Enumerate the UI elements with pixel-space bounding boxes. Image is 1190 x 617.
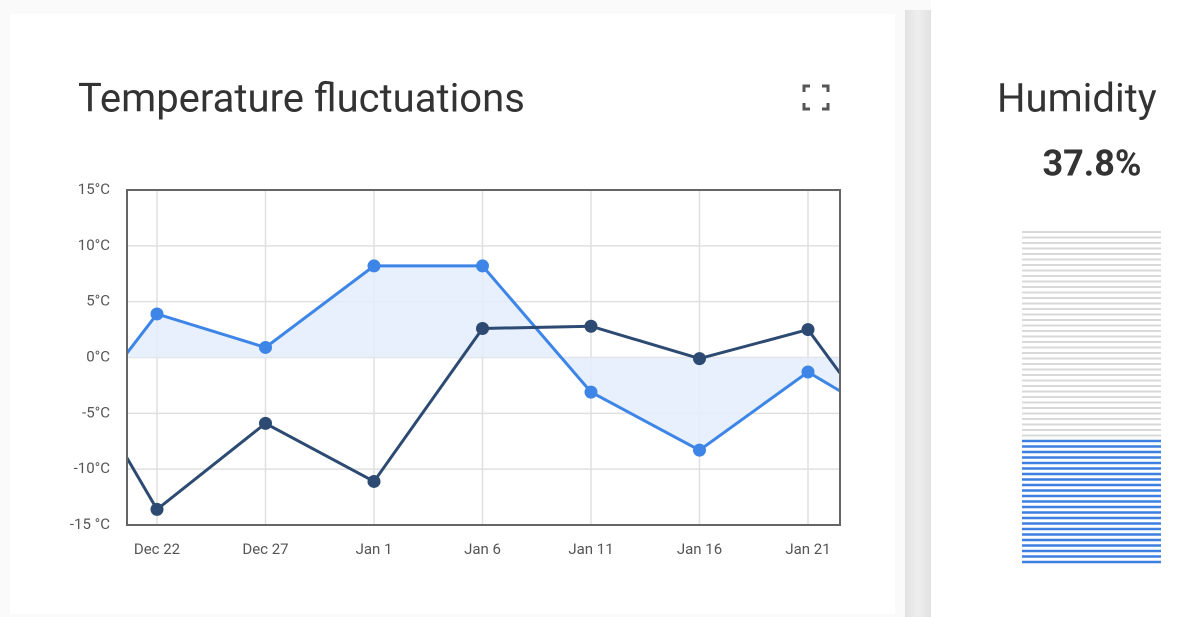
gauge-track <box>1022 231 1161 437</box>
point <box>801 323 815 337</box>
x-tick-label: Jan 21 <box>785 540 830 558</box>
y-tick-label: 5°C <box>86 292 110 310</box>
y-tick-label: -10°C <box>74 459 111 477</box>
point <box>476 321 489 335</box>
y-tick-label: -15 °C <box>70 515 110 533</box>
expand-icon[interactable] <box>802 84 830 111</box>
point <box>367 474 381 488</box>
point <box>259 340 272 354</box>
point <box>584 385 598 399</box>
x-tick-label: Dec 22 <box>134 540 180 558</box>
x-tick-label: Jan 6 <box>464 540 501 558</box>
card-title: Temperature fluctuations <box>78 75 525 122</box>
y-tick-label: -5°C <box>82 403 110 421</box>
point <box>259 416 272 430</box>
point <box>693 443 706 457</box>
x-tick-label: Jan 16 <box>677 540 722 558</box>
gauge-fill <box>1022 439 1161 564</box>
point <box>150 307 164 321</box>
point <box>476 259 489 273</box>
y-tick-label: 15°C <box>78 180 110 198</box>
x-tick-label: Jan 1 <box>356 540 393 558</box>
card-title: Humidity <box>997 75 1157 122</box>
y-tick-label: 10°C <box>78 236 110 254</box>
point <box>367 259 381 273</box>
point <box>150 502 164 516</box>
point <box>693 352 706 366</box>
humidity-value: 37.8% <box>1042 143 1141 185</box>
divider <box>905 10 931 617</box>
point <box>584 319 598 333</box>
y-tick-label: 0°C <box>86 347 110 365</box>
point <box>801 365 815 379</box>
x-tick-label: Jan 11 <box>568 540 613 558</box>
plot-frame <box>126 189 841 526</box>
gauge <box>1022 231 1161 564</box>
plot: 15°C 10°C 5°C 0°C -5°C -10°C -15 °C Dec 22 Dec 2… <box>70 180 842 558</box>
area <box>127 265 840 451</box>
x-tick-label: Dec 27 <box>242 540 288 558</box>
